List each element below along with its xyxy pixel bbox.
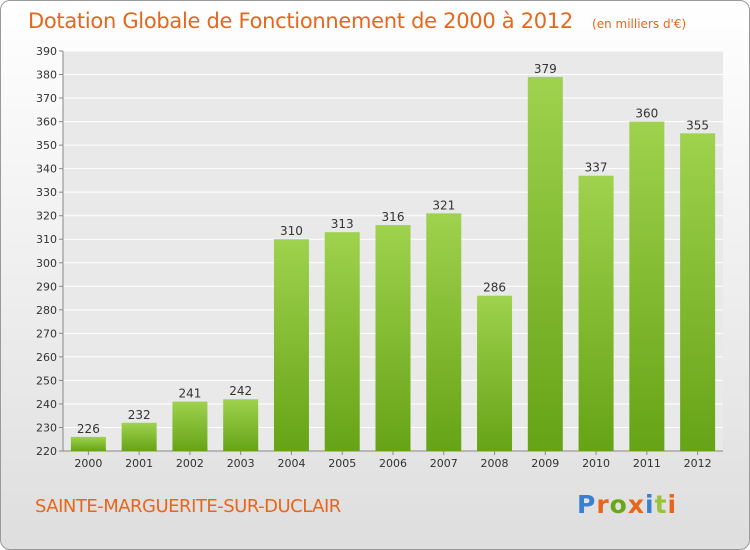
y-tick-label: 320	[36, 210, 57, 223]
logo-letter: i	[667, 490, 678, 519]
bar-value-label: 241	[178, 387, 201, 401]
y-tick-label: 280	[36, 304, 57, 317]
bar	[273, 239, 309, 451]
bar	[527, 76, 563, 451]
x-tick-label: 2004	[277, 457, 305, 470]
bar-value-label: 379	[534, 62, 557, 76]
bar	[121, 422, 157, 451]
y-tick-label: 310	[36, 233, 57, 246]
bar	[172, 401, 208, 451]
bar-value-label: 337	[585, 161, 608, 175]
bar-value-label: 321	[432, 198, 455, 212]
bar-value-label: 232	[128, 408, 151, 422]
y-tick-label: 260	[36, 351, 57, 364]
y-tick-label: 270	[36, 327, 57, 340]
logo-letter: t	[654, 490, 668, 519]
bar	[70, 436, 106, 451]
y-tick-label: 350	[36, 139, 57, 152]
bar	[629, 121, 665, 452]
x-tick-label: 2011	[633, 457, 661, 470]
y-tick-label: 290	[36, 280, 57, 293]
bar-value-label: 310	[280, 224, 303, 238]
x-tick-label: 2003	[227, 457, 255, 470]
y-tick-label: 330	[36, 186, 57, 199]
chart-title-block: Dotation Globale de Fonctionnement de 20…	[28, 9, 686, 33]
y-tick-label: 360	[36, 116, 57, 129]
y-tick-label: 340	[36, 163, 57, 176]
x-tick-label: 2008	[481, 457, 509, 470]
bar-value-label: 360	[635, 107, 658, 121]
x-tick-label: 2000	[74, 457, 102, 470]
x-tick-label: 2007	[430, 457, 458, 470]
y-tick-label: 220	[36, 445, 57, 458]
y-tick-label: 390	[36, 45, 57, 58]
logo-letter: P	[577, 490, 597, 519]
bar-value-label: 226	[77, 422, 100, 436]
proxiti-logo[interactable]: Proxiti	[577, 490, 677, 519]
y-tick-label: 380	[36, 69, 57, 82]
logo-letter: o	[609, 490, 628, 519]
bar	[477, 295, 513, 451]
bar	[426, 213, 462, 451]
logo-letter: r	[596, 490, 610, 519]
bar	[680, 133, 716, 451]
x-tick-label: 2010	[582, 457, 610, 470]
y-tick-label: 370	[36, 92, 57, 105]
x-tick-label: 2002	[176, 457, 204, 470]
bar-value-label: 316	[382, 210, 405, 224]
bar-value-label: 286	[483, 281, 506, 295]
logo-letter: x	[627, 490, 645, 519]
bar-value-label: 355	[686, 118, 709, 132]
y-tick-label: 300	[36, 257, 57, 270]
y-tick-label: 230	[36, 421, 57, 434]
x-tick-label: 2012	[684, 457, 712, 470]
bar	[375, 225, 411, 451]
logo-letter: i	[645, 490, 655, 519]
bar	[324, 232, 360, 451]
bar-value-label: 313	[331, 217, 354, 231]
bar	[223, 399, 259, 451]
chart-title: Dotation Globale de Fonctionnement de 20…	[28, 9, 573, 33]
bar-value-label: 242	[229, 384, 252, 398]
chart-subtitle: (en milliers d'€)	[592, 17, 687, 31]
bar	[578, 175, 614, 452]
y-tick-label: 240	[36, 398, 57, 411]
x-tick-label: 2006	[379, 457, 407, 470]
x-tick-label: 2001	[125, 457, 153, 470]
y-tick-label: 250	[36, 374, 57, 387]
x-tick-label: 2005	[328, 457, 356, 470]
commune-name: SAINTE-MARGUERITE-SUR-DUCLAIR	[35, 496, 341, 517]
x-tick-label: 2009	[531, 457, 559, 470]
